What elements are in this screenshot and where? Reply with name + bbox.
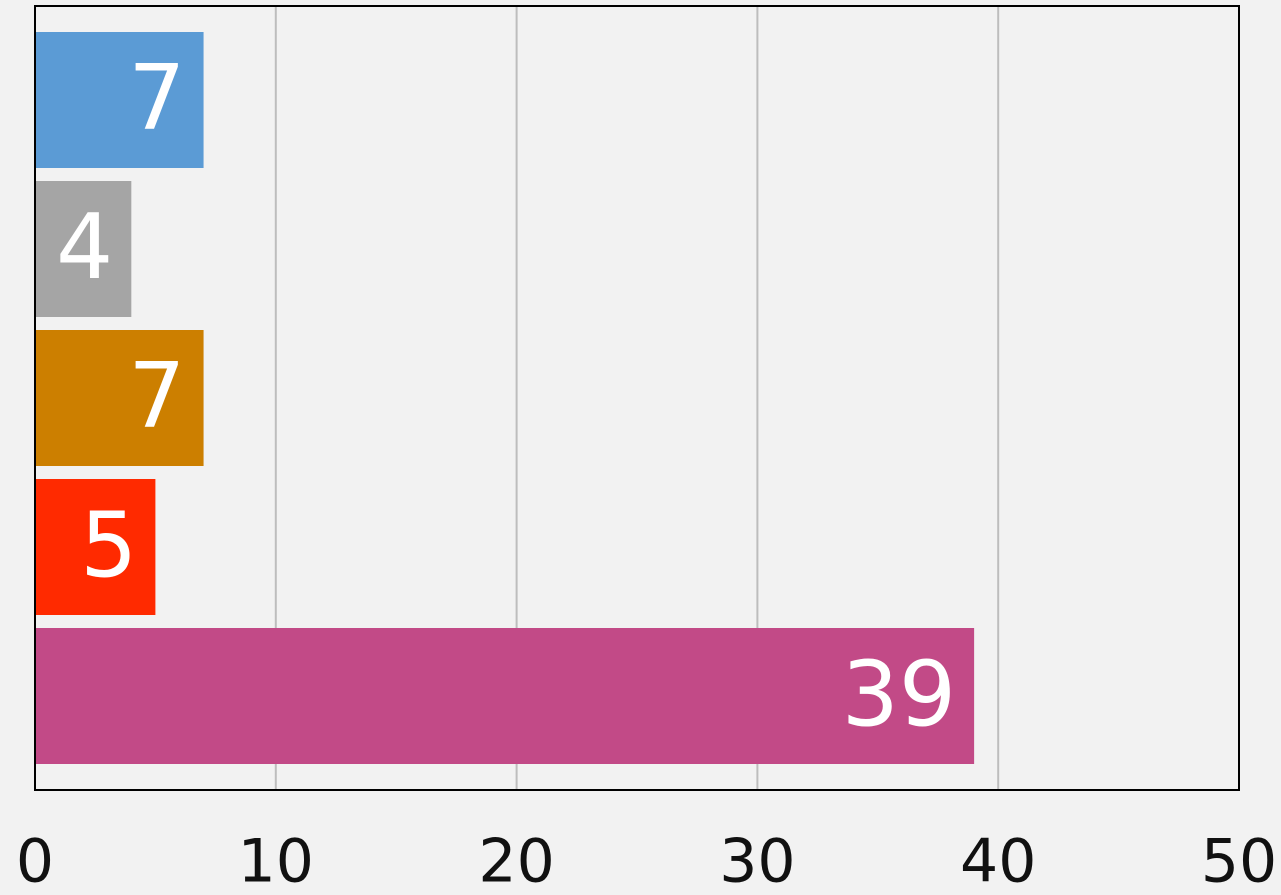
x-tick-label: 50 <box>1201 827 1277 895</box>
value-label: 5 <box>80 493 137 598</box>
plot-border <box>34 5 1240 791</box>
x-tick-label: 0 <box>16 827 54 895</box>
value-label: 7 <box>128 46 185 151</box>
x-tick-label: 10 <box>238 827 314 895</box>
bar <box>35 181 132 317</box>
bar <box>35 32 204 168</box>
value-label: 4 <box>56 195 113 300</box>
x-tick-label: 30 <box>719 827 795 895</box>
x-tick-label: 20 <box>478 827 554 895</box>
bar <box>35 330 204 466</box>
x-tick-label: 40 <box>960 827 1036 895</box>
value-label: 39 <box>842 642 957 747</box>
bar <box>35 628 975 764</box>
bar <box>35 479 156 615</box>
value-label: 7 <box>128 344 185 449</box>
